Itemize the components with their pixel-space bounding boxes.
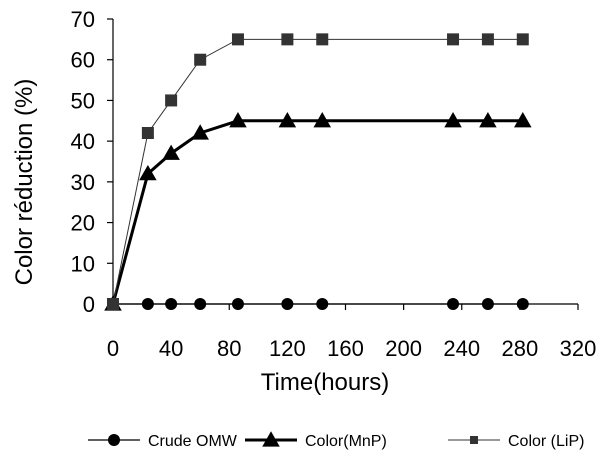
data-point <box>516 33 529 46</box>
series-1 <box>107 298 529 310</box>
data-point <box>229 112 247 128</box>
x-tick-label: 120 <box>269 336 306 361</box>
y-tick-label: 10 <box>71 251 95 276</box>
y-axis-title: Color réduction (%) <box>11 79 38 286</box>
data-point <box>165 298 178 310</box>
legend-label: Color (LiP) <box>508 433 584 450</box>
legend-marker <box>108 434 120 446</box>
legend-item: Color (LiP) <box>448 433 584 450</box>
series-2 <box>104 112 532 311</box>
data-point <box>444 112 462 128</box>
series-3 <box>107 33 529 310</box>
data-point <box>316 33 329 46</box>
x-tick-label: 320 <box>560 336 597 361</box>
data-point <box>479 112 497 128</box>
data-point <box>447 298 460 310</box>
data-point <box>194 53 207 66</box>
data-point <box>191 124 209 140</box>
x-axis-title: Time(hours) <box>261 369 389 396</box>
y-tick-label: 70 <box>71 7 95 32</box>
data-point <box>141 127 154 139</box>
x-tick-label: 40 <box>159 336 183 361</box>
data-point <box>162 144 180 160</box>
data-point <box>165 94 178 107</box>
x-tick-label: 0 <box>107 336 119 361</box>
data-point <box>481 298 494 310</box>
data-point <box>141 298 154 310</box>
data-point <box>313 112 331 128</box>
data-point <box>278 112 297 128</box>
data-point <box>281 298 294 310</box>
y-tick-label: 20 <box>71 211 95 236</box>
data-point <box>139 164 157 181</box>
x-tick-label: 200 <box>385 336 422 361</box>
x-tick-label: 240 <box>443 336 480 361</box>
data-point <box>316 298 329 310</box>
legend-item: Color(MnP) <box>245 431 387 450</box>
legend-marker <box>470 436 478 444</box>
y-tick-label: 40 <box>71 129 95 154</box>
data-point <box>194 298 207 310</box>
x-tick-label: 280 <box>502 336 539 361</box>
y-tick-label: 0 <box>83 292 95 317</box>
chart-axes <box>112 19 578 305</box>
data-point <box>447 33 460 46</box>
x-tick-label: 160 <box>327 336 364 361</box>
legend-label: Color(MnP) <box>305 433 387 450</box>
data-point <box>281 33 294 46</box>
legend-item: Crude OMW <box>88 433 238 450</box>
chart-ticks: 0 40 80 120 160 200 240 280 320 0 10 20 30 40 50 60 70 <box>71 7 597 361</box>
y-tick-label: 60 <box>71 48 95 73</box>
series-line <box>112 38 523 305</box>
legend-label: Crude OMW <box>148 433 238 450</box>
data-point <box>231 298 244 310</box>
data-point <box>231 33 244 46</box>
data-point <box>107 298 119 310</box>
chart-series <box>104 33 532 311</box>
data-point <box>514 112 532 128</box>
legend-marker <box>262 431 280 447</box>
data-point <box>516 298 529 310</box>
y-tick-label: 30 <box>71 170 95 195</box>
y-tick-label: 50 <box>71 88 95 113</box>
series-line <box>111 119 523 305</box>
chart-legend: Crude OMW Color(MnP) Color (LiP) <box>88 431 584 450</box>
x-tick-label: 80 <box>217 336 241 361</box>
data-point <box>481 33 494 46</box>
